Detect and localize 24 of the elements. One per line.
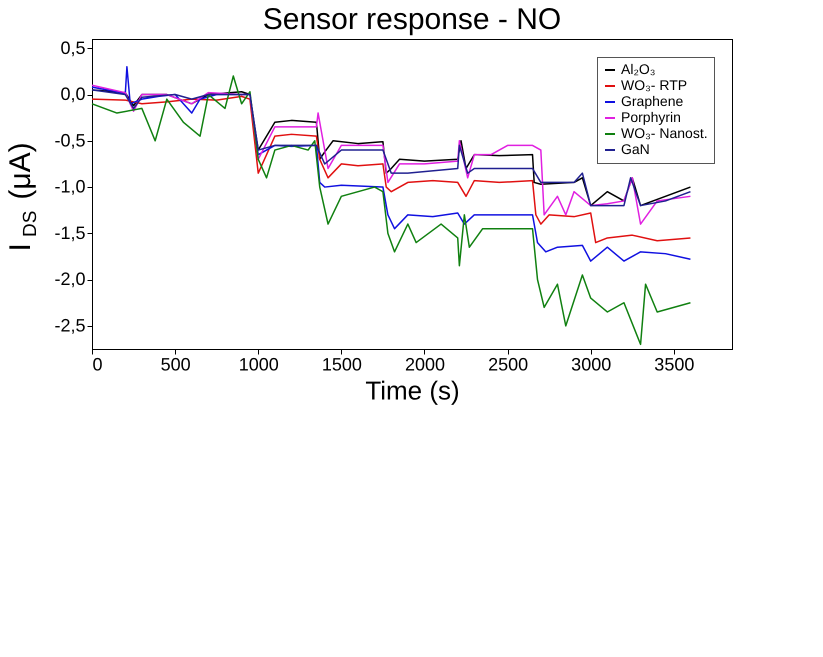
x-tick-label: 1000: [238, 354, 279, 374]
x-tick-label: 3500: [654, 354, 694, 374]
y-tick-label: -2,0: [54, 269, 86, 290]
legend-label: WO₃- Nanost.: [621, 125, 708, 141]
chart-title: Sensor response - NO: [262, 3, 562, 36]
x-tick-label: 2500: [488, 354, 528, 374]
y-tick-label: -2,5: [54, 315, 86, 336]
legend-label: Graphene: [621, 93, 684, 109]
x-tick-label: 2000: [404, 354, 445, 374]
x-tick-label: 3000: [571, 354, 612, 374]
y-tick-label: -1,0: [54, 176, 86, 197]
y-tick-label: -0,5: [54, 130, 86, 150]
y-tick-label: -1,5: [54, 222, 86, 243]
legend-label: Al₂O₃: [621, 61, 656, 77]
legend-label: GaN: [621, 141, 650, 157]
y-axis-title: IDS (μA): [4, 142, 41, 252]
legend-label: Porphyrin: [621, 109, 681, 125]
y-tick-label: 0,0: [60, 84, 86, 104]
x-tick-label: 500: [160, 354, 191, 374]
x-tick-label: 0: [92, 354, 103, 374]
legend-label: WO₃- RTP: [621, 77, 688, 93]
x-tick-label: 1500: [322, 354, 362, 374]
y-tick-label: 0,5: [60, 38, 86, 58]
x-axis-title: Time (s): [365, 376, 460, 406]
